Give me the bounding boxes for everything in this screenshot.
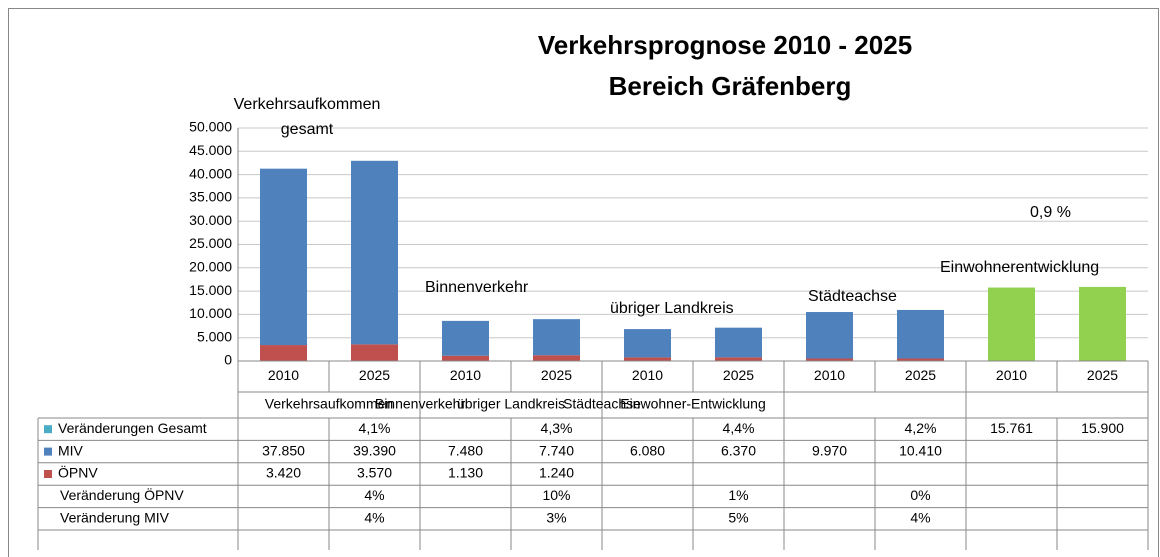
bar <box>624 357 671 361</box>
chart-subtitle: Bereich Gräfenberg <box>609 71 852 101</box>
y-tick-label: 20.000 <box>189 259 232 275</box>
table-value: 9.970 <box>812 442 847 458</box>
table-value: 37.850 <box>262 442 305 458</box>
x-tick-label: 2025 <box>1087 367 1118 383</box>
bar <box>715 327 762 358</box>
y-tick-label: 5.000 <box>197 328 232 344</box>
x-tick-label: 2010 <box>632 367 663 383</box>
legend-swatch <box>44 447 52 456</box>
bar <box>351 160 398 345</box>
table-value: 7.740 <box>539 442 574 458</box>
chart-frame <box>8 8 1159 557</box>
bar <box>533 355 580 361</box>
bar <box>715 357 762 361</box>
bar <box>351 344 398 361</box>
bar <box>624 329 671 358</box>
legend-label: Veränderung MIV <box>60 510 170 526</box>
bar <box>442 355 489 361</box>
table-value: 1% <box>728 487 748 503</box>
table-value: 0% <box>910 487 930 503</box>
bar <box>533 319 580 356</box>
x-tick-label: 2010 <box>268 367 299 383</box>
annotation: Verkehrsaufkommen gesamt <box>233 96 381 138</box>
table-value: 3.570 <box>357 465 392 481</box>
table-value: 6.370 <box>721 442 756 458</box>
legend-label: Veränderung ÖPNV <box>60 486 184 503</box>
bar <box>260 345 307 361</box>
y-tick-label: 40.000 <box>189 165 232 181</box>
category-group-label: Verkehrsaufkommen <box>265 396 393 412</box>
bar <box>806 312 853 359</box>
y-tick-label: 30.000 <box>189 212 232 228</box>
category-group-label: Binnenverkehr <box>375 396 466 412</box>
table-value: 4,4% <box>723 420 755 436</box>
y-tick-label: 50.000 <box>189 119 232 135</box>
legend-swatch <box>44 470 52 478</box>
bar <box>260 168 307 346</box>
table-value: 4,1% <box>359 420 391 436</box>
table-value: 4,2% <box>905 420 937 436</box>
table-value: 39.390 <box>353 442 396 458</box>
x-tick-label: 2010 <box>450 367 481 383</box>
table-value: 15.900 <box>1081 420 1124 436</box>
bar <box>1079 286 1126 361</box>
table-value: 4% <box>364 487 384 503</box>
table-value: 3.420 <box>266 465 301 481</box>
category-group-label: Einwohner-Entwicklung <box>620 396 766 412</box>
bar <box>897 309 944 359</box>
table-value: 1.130 <box>448 465 483 481</box>
y-tick-label: 45.000 <box>189 142 232 158</box>
legend-label: ÖPNV <box>58 464 98 481</box>
table-value: 5% <box>728 510 748 526</box>
table-value: 3% <box>546 510 566 526</box>
bar <box>897 358 944 361</box>
annotation: Städteachse <box>808 288 897 305</box>
y-tick-label: 10.000 <box>189 305 232 321</box>
bar <box>442 320 489 356</box>
annotation: 0,9 % <box>1030 204 1071 221</box>
table-value: 1.240 <box>539 465 574 481</box>
bar <box>806 358 853 361</box>
y-tick-label: 35.000 <box>189 189 232 205</box>
annotation: übriger Landkreis <box>610 300 734 317</box>
category-group-label: übriger Landkreis <box>457 396 565 412</box>
table-value: 4,3% <box>541 420 573 436</box>
category-group-label: Städteachse <box>563 396 641 412</box>
y-tick-label: 0 <box>224 352 232 368</box>
table-value: 15.761 <box>990 420 1033 436</box>
x-tick-label: 2025 <box>723 367 754 383</box>
table-value: 4% <box>910 510 930 526</box>
legend-label: Veränderungen Gesamt <box>58 420 207 436</box>
x-tick-label: 2025 <box>905 367 936 383</box>
table-value: 6.080 <box>630 442 665 458</box>
bar <box>988 287 1035 361</box>
table-value: 7.480 <box>448 442 483 458</box>
chart-title: Verkehrsprognose 2010 - 2025 <box>538 30 912 60</box>
y-tick-label: 25.000 <box>189 235 232 251</box>
annotation: Binnenverkehr <box>425 279 529 296</box>
table-value: 10% <box>542 487 570 503</box>
table-value: 10.410 <box>899 442 942 458</box>
x-tick-label: 2025 <box>541 367 572 383</box>
x-tick-label: 2010 <box>996 367 1027 383</box>
x-tick-label: 2010 <box>814 367 845 383</box>
y-tick-label: 15.000 <box>189 282 232 298</box>
legend-swatch <box>44 425 52 434</box>
annotation: Einwohnerentwicklung <box>940 259 1099 276</box>
x-tick-label: 2025 <box>359 367 390 383</box>
table-value: 4% <box>364 510 384 526</box>
legend-label: MIV <box>58 442 84 458</box>
